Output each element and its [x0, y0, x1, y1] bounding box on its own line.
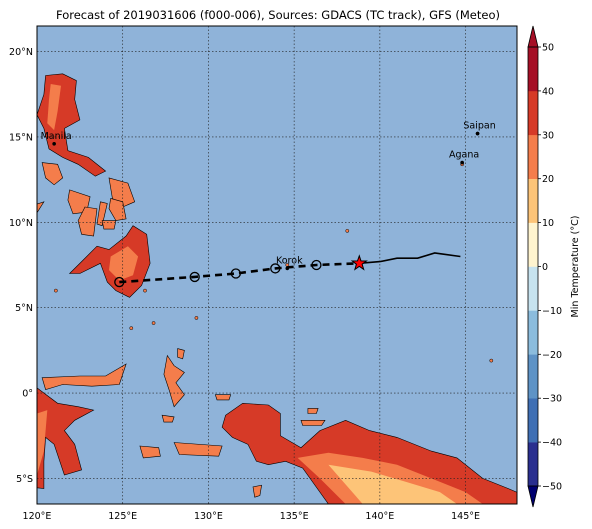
longitude-tick-label: 125°E	[108, 511, 137, 522]
longitude-tick-label: 145°E	[451, 511, 480, 522]
landmass-sulawesi-north	[41, 363, 127, 390]
map-axes: 120°E 125°E 130°E 135°E 140°E 145°E 20°N 15°N 10…	[9, 47, 480, 522]
landmass-biak	[307, 408, 319, 414]
islet	[143, 288, 147, 293]
landmass-obi	[161, 414, 175, 423]
colorbar-segment	[528, 354, 538, 399]
longitude-tick-label: 140°E	[365, 511, 394, 522]
landmass-yapen	[300, 419, 326, 426]
landmass-cebu	[96, 201, 108, 227]
landmass-luzon-cooler	[47, 84, 61, 131]
city-label: Saipan	[463, 121, 495, 132]
latitude-tick-label: 5°S	[16, 474, 33, 485]
city-label: Agana	[449, 150, 479, 161]
city-dot	[475, 131, 480, 136]
landmass-negros	[77, 206, 98, 237]
colorbar-tick-label: 40	[542, 86, 554, 97]
colorbar-tick-label: 50	[542, 43, 554, 54]
forecast-position-marker	[311, 259, 322, 271]
landmass-sulawesi-body	[37, 387, 95, 489]
longitude-tick-label: 130°E	[194, 511, 223, 522]
colorbar-tick-label: −30	[542, 394, 562, 405]
city-dot	[52, 141, 56, 146]
colorbar-segment	[528, 310, 538, 355]
colorbar: −50 −40 −30 −20 −10 0 10 20 30 40 50 Min Temperatur…	[527, 25, 581, 508]
islet	[54, 288, 58, 293]
colorbar-tick-label: −10	[542, 306, 562, 317]
map-frame	[36, 25, 518, 505]
landmass-leyte	[108, 198, 127, 221]
forecast-track-line	[119, 262, 360, 284]
colorbar-label: Min Temperature (°C)	[570, 216, 581, 318]
colorbar-segment	[528, 90, 538, 136]
city-markers: Manila Saipan Agana Korok	[41, 121, 496, 271]
land-layer	[37, 73, 517, 504]
cyclone-track	[114, 252, 461, 288]
colorbar-tick-label: 30	[542, 130, 554, 141]
colorbar-segment	[528, 178, 538, 223]
landmass-new-guinea-cool-core	[328, 464, 457, 504]
landmass-kai	[252, 484, 262, 498]
latitude-tick-label: 20°N	[9, 47, 33, 58]
latitude-tick-label: 0°	[22, 389, 33, 400]
colorbar-segment	[528, 222, 538, 267]
colorbar-tick-label: 20	[542, 174, 554, 185]
landmass-mindoro	[41, 162, 64, 186]
colorbar-max-arrow-icon	[527, 25, 539, 48]
landmass-morotai	[177, 348, 185, 360]
colorbar-segment	[528, 442, 538, 487]
colorbar-segment	[528, 266, 538, 311]
islet	[129, 326, 134, 331]
islet	[345, 229, 350, 233]
islet	[151, 321, 156, 325]
islet	[489, 358, 494, 363]
colorbar-tick-label: −20	[542, 350, 562, 361]
colorbar-segment	[528, 47, 538, 92]
forecast-position-marker	[230, 268, 242, 279]
latitude-tick-label: 15°N	[9, 132, 33, 143]
colorbar-tick-label: 0	[542, 262, 548, 273]
landmass-sulawesi-body-cooler	[37, 410, 48, 475]
landmass-bohol	[101, 220, 117, 230]
landmass-mindanao-cooler	[109, 246, 139, 281]
longitude-tick-label: 135°E	[280, 511, 309, 522]
colorbar-segment	[528, 398, 538, 443]
forecast-position-marker	[270, 263, 281, 274]
colorbar-segment	[528, 134, 538, 179]
longitude-tick-label: 120°E	[23, 511, 52, 522]
observed-track-line	[359, 252, 461, 265]
landmass-buru	[139, 445, 161, 459]
map-title: Forecast of 2019031606 (f000-006), Sourc…	[56, 8, 500, 22]
city-dot	[460, 160, 464, 165]
current-position-star-icon	[350, 254, 368, 271]
city-label: Korok	[276, 255, 303, 266]
latitude-tick-label: 10°N	[9, 218, 33, 229]
graticule	[37, 26, 517, 504]
landmass-palawan	[37, 201, 45, 214]
landmass-mindanao	[68, 225, 151, 298]
landmass-seram	[173, 442, 223, 457]
city-label: Manila	[41, 131, 72, 142]
latitude-tick-label: 5°N	[15, 303, 33, 314]
forecast-position-marker	[189, 271, 200, 283]
islet	[194, 316, 199, 320]
colorbar-tick-label: −50	[542, 482, 562, 493]
landmass-halmahera	[163, 354, 185, 408]
city-dot	[285, 266, 290, 271]
forecast-position-marker	[114, 276, 125, 288]
colorbar-min-arrow-icon	[527, 485, 539, 508]
landmass-waigeo	[214, 394, 232, 401]
colorbar-tick-label: 10	[542, 218, 554, 229]
colorbar-tick-label: −40	[542, 438, 562, 449]
